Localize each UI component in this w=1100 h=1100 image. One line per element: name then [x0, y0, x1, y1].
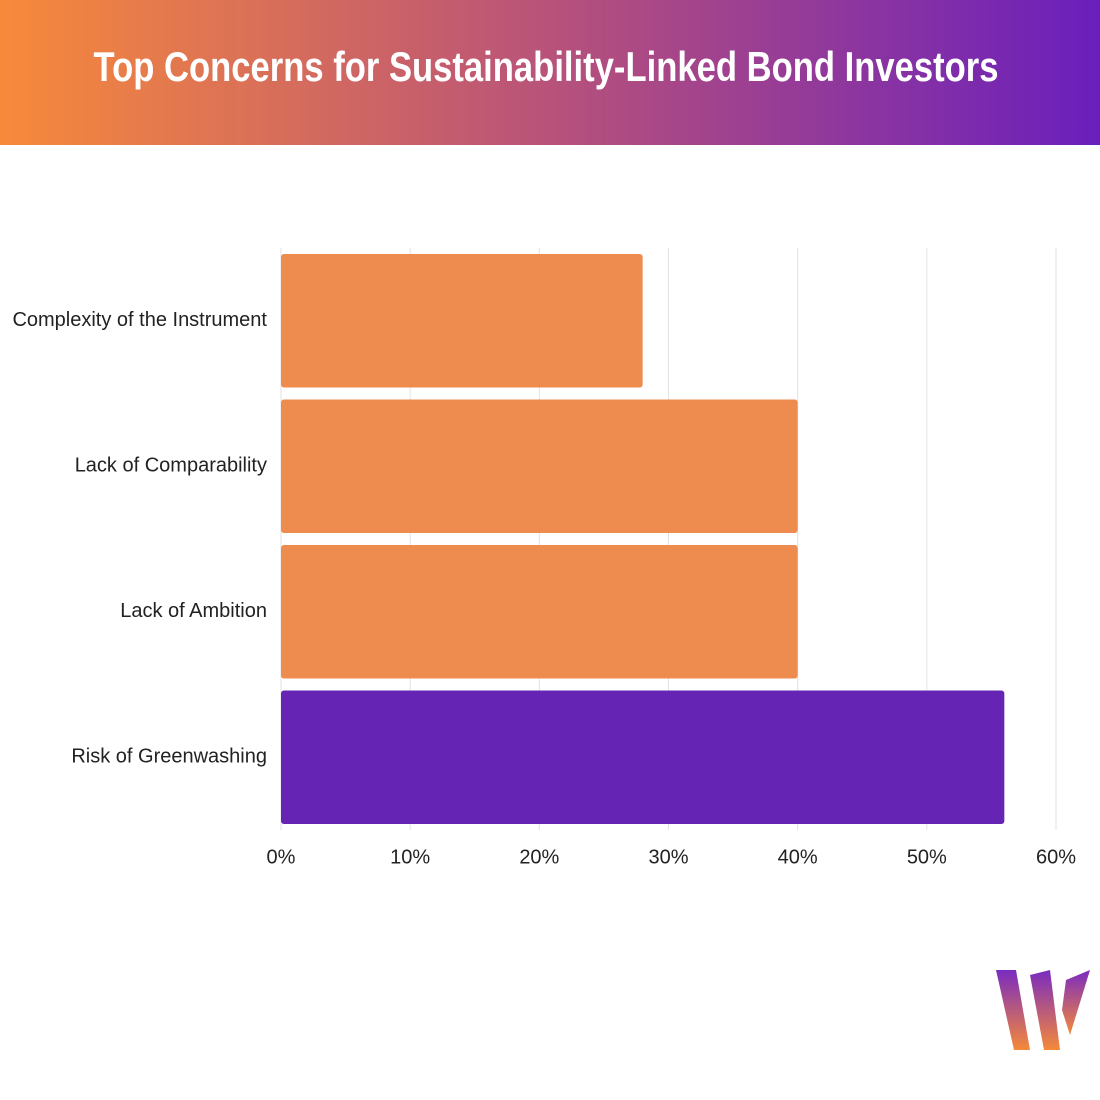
x-tick-label: 0% [267, 846, 296, 868]
y-tick-label: Lack of Comparability [75, 455, 267, 477]
y-tick-label: Risk of Greenwashing [71, 746, 267, 768]
bar [281, 545, 798, 679]
x-tick-label: 60% [1036, 846, 1076, 868]
header [0, 0, 1100, 145]
x-tick-label: 40% [778, 846, 818, 868]
y-tick-label: Complexity of the Instrument [12, 309, 267, 331]
bar [281, 399, 798, 533]
x-tick-label: 50% [907, 846, 947, 868]
logo [996, 970, 1090, 1050]
chart-title: Top Concerns for Sustainability-Linked B… [94, 43, 999, 90]
bar [281, 690, 1005, 824]
x-tick-label: 30% [648, 846, 688, 868]
y-tick-label: Lack of Ambition [120, 600, 267, 622]
bar [281, 254, 643, 388]
x-tick-label: 10% [390, 846, 430, 868]
x-tick-label: 20% [519, 846, 559, 868]
